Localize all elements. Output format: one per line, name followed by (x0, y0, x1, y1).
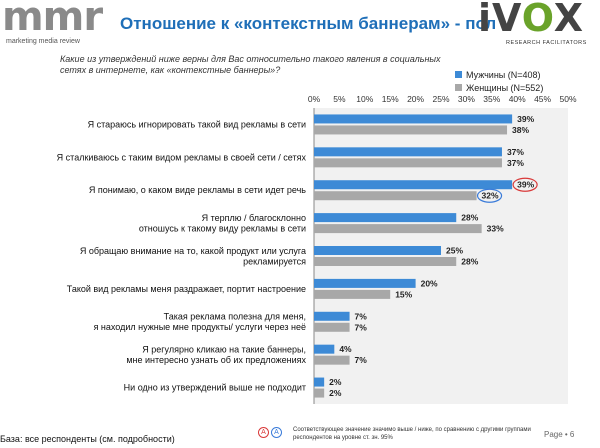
x-tick-label: 20% (407, 94, 424, 104)
category-label: Я регулярно кликаю на такие баннеры, (142, 344, 306, 354)
x-tick-label: 50% (559, 94, 576, 104)
data-label: 28% (461, 257, 478, 267)
significance-note: Соответствующее значение значимо выше / … (293, 427, 531, 441)
bar-women (314, 355, 350, 365)
bar-women (314, 257, 457, 266)
ivox-logo-word: iVOX (478, 0, 585, 40)
x-tick-label: 40% (509, 94, 526, 104)
category-label: Я обращаю внимание на то, какой продукт … (80, 246, 306, 256)
x-tick-label: 0% (308, 94, 321, 104)
significance-higher-marker (512, 177, 538, 192)
bar-men (314, 147, 502, 157)
header: mmr marketing media review Отношение к «… (0, 0, 600, 50)
legend-item-women: Женщины (N=552) (455, 81, 543, 94)
category-label: я находил нужные мне продукты/ услуги че… (94, 322, 306, 332)
category-label: Я стараюсь игнорировать такой вид реклам… (88, 119, 306, 129)
bar-women (314, 322, 350, 332)
plot-area (314, 108, 568, 404)
data-label: 15% (395, 289, 412, 299)
category-label: рекламируется (243, 256, 306, 266)
category-label: мне интересно узнать об их предложениях (126, 355, 306, 365)
data-label: 37% (507, 158, 524, 168)
data-label: 28% (461, 213, 478, 223)
ivox-logo: iVOX RESEARCH FACILITATORS (476, 0, 598, 48)
legend-label-men: Мужчины (N=408) (466, 69, 541, 80)
x-tick-label: 10% (356, 94, 373, 104)
base-note: База: все респонденты (см. подробности) (0, 434, 175, 444)
bar-women (314, 191, 477, 201)
category-label: отношусь к такому виду рекламы в сети (139, 223, 306, 233)
data-label: 2% (329, 388, 342, 398)
survey-question: Какие из утверждений ниже верны для Вас … (60, 54, 441, 75)
x-tick-label: 45% (534, 94, 551, 104)
mmr-logo-subtitle: marketing media review (6, 38, 80, 45)
mmr-logo: mmr marketing media review (2, 0, 117, 45)
data-label: 20% (421, 278, 438, 288)
bar-women (314, 224, 482, 234)
x-tick-label: 5% (333, 94, 346, 104)
bar-men (314, 311, 350, 321)
significance-legend: A A (258, 427, 284, 438)
x-tick-label: 35% (483, 94, 500, 104)
significance-lower-icon: A (271, 427, 282, 438)
category-label: Такой вид рекламы меня раздражает, порти… (67, 284, 306, 294)
bar-men (314, 180, 513, 190)
significance-lower-marker (476, 188, 503, 203)
page-number: Page • 6 (544, 430, 575, 439)
data-label: 7% (355, 355, 368, 365)
bar-men (314, 246, 441, 255)
legend-item-men: Мужчины (N=408) (455, 68, 543, 81)
category-label: Я терплю / благосклонно (202, 213, 306, 223)
bar-women (314, 125, 508, 135)
legend-label-women: Женщины (N=552) (466, 82, 544, 93)
x-tick-label: 30% (458, 94, 475, 104)
x-tick-label: 25% (432, 94, 449, 104)
category-label: Я сталкиваюсь с таким видом рекламы в св… (57, 152, 307, 162)
data-label: 4% (339, 344, 352, 354)
page-title: Отношение к «контекстным баннерам» - пол (120, 14, 497, 33)
legend-swatch-men (455, 71, 462, 78)
category-label: Ни одно из утверждений выше не подходит (124, 383, 306, 393)
data-label: 25% (446, 246, 463, 256)
data-label: 32% (482, 191, 499, 201)
bar-women (314, 158, 502, 168)
category-label: Такая реклама полезна для меня, (164, 312, 306, 322)
data-label: 7% (355, 322, 368, 332)
bar-men (314, 344, 335, 354)
chart-legend: Мужчины (N=408) Женщины (N=552) (455, 68, 543, 94)
data-label: 37% (507, 147, 524, 157)
data-label: 39% (517, 114, 534, 124)
data-label: 33% (487, 224, 504, 234)
x-tick-label: 15% (382, 94, 399, 104)
data-label: 7% (355, 311, 368, 321)
legend-swatch-women (455, 84, 462, 91)
significance-higher-icon: A (258, 427, 269, 438)
data-label: 2% (329, 377, 342, 387)
bar-men (314, 278, 416, 288)
bar-men (314, 114, 513, 124)
data-label: 39% (517, 180, 534, 190)
mmr-logo-word: mmr (2, 0, 103, 40)
bar-men (314, 377, 325, 387)
ivox-logo-subtitle: RESEARCH FACILITATORS (506, 40, 587, 46)
bar-women (314, 289, 391, 299)
data-label: 38% (512, 125, 529, 135)
bar-women (314, 388, 325, 398)
bar-men (314, 213, 457, 223)
category-label: Я понимаю, о каком виде рекламы в сети и… (89, 185, 306, 195)
